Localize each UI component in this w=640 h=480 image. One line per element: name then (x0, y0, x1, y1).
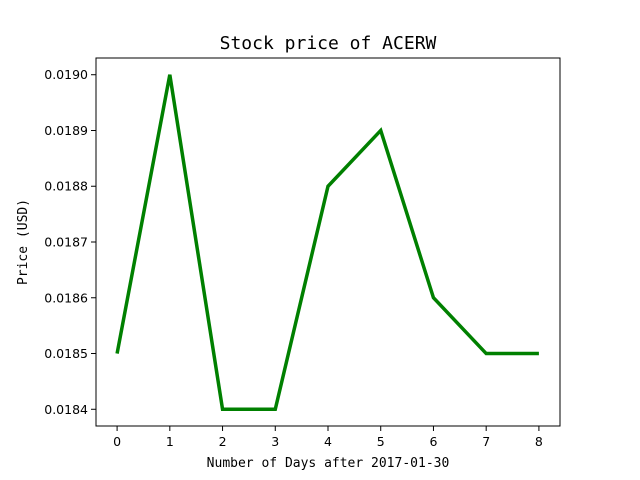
x-tick-label: 2 (219, 434, 227, 449)
y-tick-label: 0.0186 (44, 290, 88, 305)
plot-area (95, 57, 561, 427)
y-tick-label: 0.0185 (44, 346, 88, 361)
x-tick-label: 1 (166, 434, 174, 449)
series-layer (115, 74, 539, 412)
x-axis-label: Number of Days after 2017-01-30 (207, 456, 450, 471)
x-tick-label: 7 (482, 434, 490, 449)
x-tick-label: 8 (535, 434, 543, 449)
y-tick-label: 0.0184 (44, 402, 88, 417)
x-tick-label: 0 (113, 434, 121, 449)
x-tick-label: 5 (377, 434, 385, 449)
y-axis-label: Price (USD) (16, 199, 31, 285)
chart-title: Stock price of ACERW (220, 33, 437, 54)
x-axis: 0 1 2 3 4 5 6 7 8 (113, 426, 543, 449)
y-tick-label: 0.0187 (44, 235, 88, 250)
x-tick-label: 6 (429, 434, 437, 449)
x-tick-label: 3 (271, 434, 279, 449)
y-axis: 0.0184 0.0185 0.0186 0.0187 0.0188 0.0189 0.01… (44, 67, 96, 417)
x-tick-label: 4 (324, 434, 332, 449)
y-tick-label: 0.0188 (44, 179, 88, 194)
y-tick-label: 0.0190 (44, 67, 88, 82)
y-tick-label: 0.0189 (44, 123, 88, 138)
